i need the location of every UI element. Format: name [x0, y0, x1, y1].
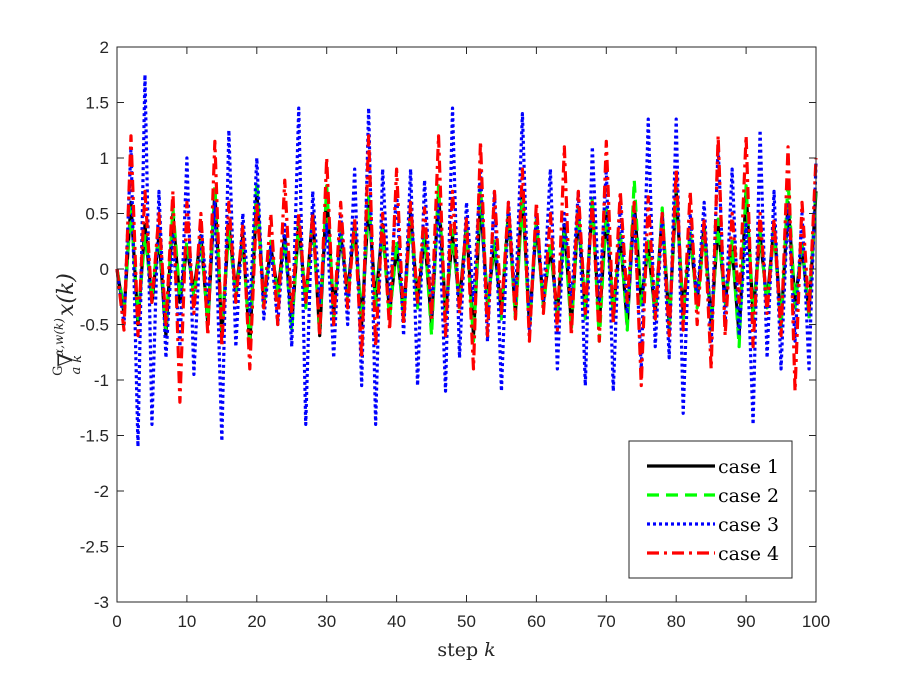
x-tick-label: 30: [317, 612, 336, 631]
x-tick-label: 10: [177, 612, 196, 631]
x-tick-label: 20: [247, 612, 266, 631]
y-tick-label: 0.5: [85, 205, 109, 224]
y-tick-label: 2: [100, 38, 109, 57]
legend: case 1 case 2 case 3 case 4: [628, 440, 793, 579]
x-tick-label: 80: [667, 612, 686, 631]
series-layer: [115, 73, 818, 449]
y-tick-label: 1.5: [85, 94, 109, 113]
x-axis-label: step k: [437, 639, 495, 661]
x-tick-label: 60: [527, 612, 546, 631]
x-tick-label: 90: [737, 612, 756, 631]
y-tick-label: -2: [94, 482, 109, 501]
y-tick-label: -3: [94, 593, 109, 612]
legend-box: [628, 440, 793, 579]
legend-label-case-3: case 3: [718, 514, 779, 536]
y-tick-label: 0: [100, 260, 109, 279]
y-tick-label: -1: [94, 371, 109, 390]
y-tick-label: 1: [100, 149, 109, 168]
y-tick-label: -0.5: [80, 316, 109, 335]
x-tick-label: 100: [802, 612, 830, 631]
legend-label-case-1: case 1: [718, 456, 779, 478]
series-line-case-3: [115, 73, 818, 449]
legend-label-case-4: case 4: [718, 543, 779, 565]
x-tick-label: 70: [597, 612, 616, 631]
series-line-case-4: [115, 134, 818, 404]
x-tick-label: 40: [387, 612, 406, 631]
legend-label-case-2: case 2: [718, 485, 779, 507]
x-tick-label: 0: [112, 612, 121, 631]
ticks-layer: 0 10 20 30 40 50 60 70 80 90 100-3-2.5-2-1.5-1-0.5…: [80, 38, 830, 631]
y-tick-label: -1.5: [80, 427, 109, 446]
x-tick-label: 50: [457, 612, 476, 631]
y-tick-label: -2.5: [80, 538, 109, 557]
